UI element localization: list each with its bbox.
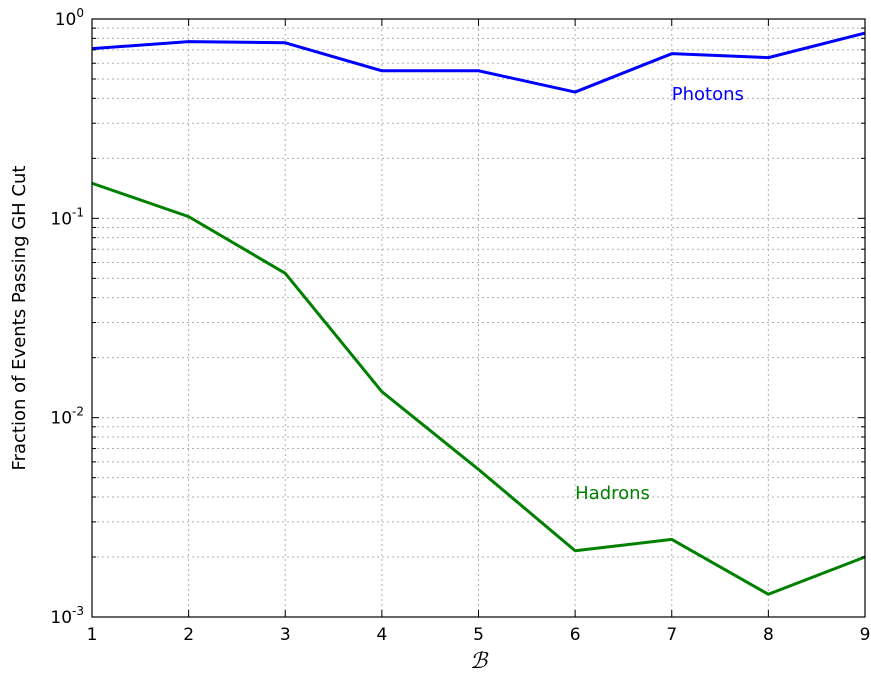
- y-tick-label: 10-1: [50, 205, 84, 229]
- x-tick-label: 3: [280, 625, 291, 645]
- series-line-hadrons: [91, 181, 866, 596]
- y-axis-title: Fraction of Events Passing GH Cut: [9, 166, 30, 471]
- series-labels: Photons Hadrons: [575, 84, 744, 504]
- series-label-photons: Photons: [672, 84, 744, 105]
- x-tick-label: 9: [860, 625, 871, 645]
- series-lines: [91, 31, 866, 596]
- plot-frame: [91, 18, 866, 618]
- x-axis-title: ℬ: [470, 649, 489, 674]
- x-tick-label: 4: [376, 625, 387, 645]
- grid: [92, 19, 865, 617]
- x-tick-label: 1: [87, 625, 98, 645]
- x-tick-label: 6: [570, 625, 581, 645]
- x-tick-label: 2: [183, 625, 194, 645]
- x-tick-labels: 1 2 3 4 5 6 7 8 9: [87, 625, 871, 645]
- x-tick-label: 5: [473, 625, 484, 645]
- x-tick-label: 7: [666, 625, 677, 645]
- y-tick-labels: 10-3 10-2 10-1 100: [50, 6, 84, 628]
- x-tick-label: 8: [763, 625, 774, 645]
- y-tick-label: 10-3: [50, 604, 84, 628]
- axis-ticks: [91, 19, 866, 618]
- y-tick-label: 10-2: [50, 405, 84, 429]
- series-label-hadrons: Hadrons: [575, 483, 650, 504]
- series-line-photons: [91, 31, 866, 94]
- y-tick-label: 100: [55, 6, 84, 30]
